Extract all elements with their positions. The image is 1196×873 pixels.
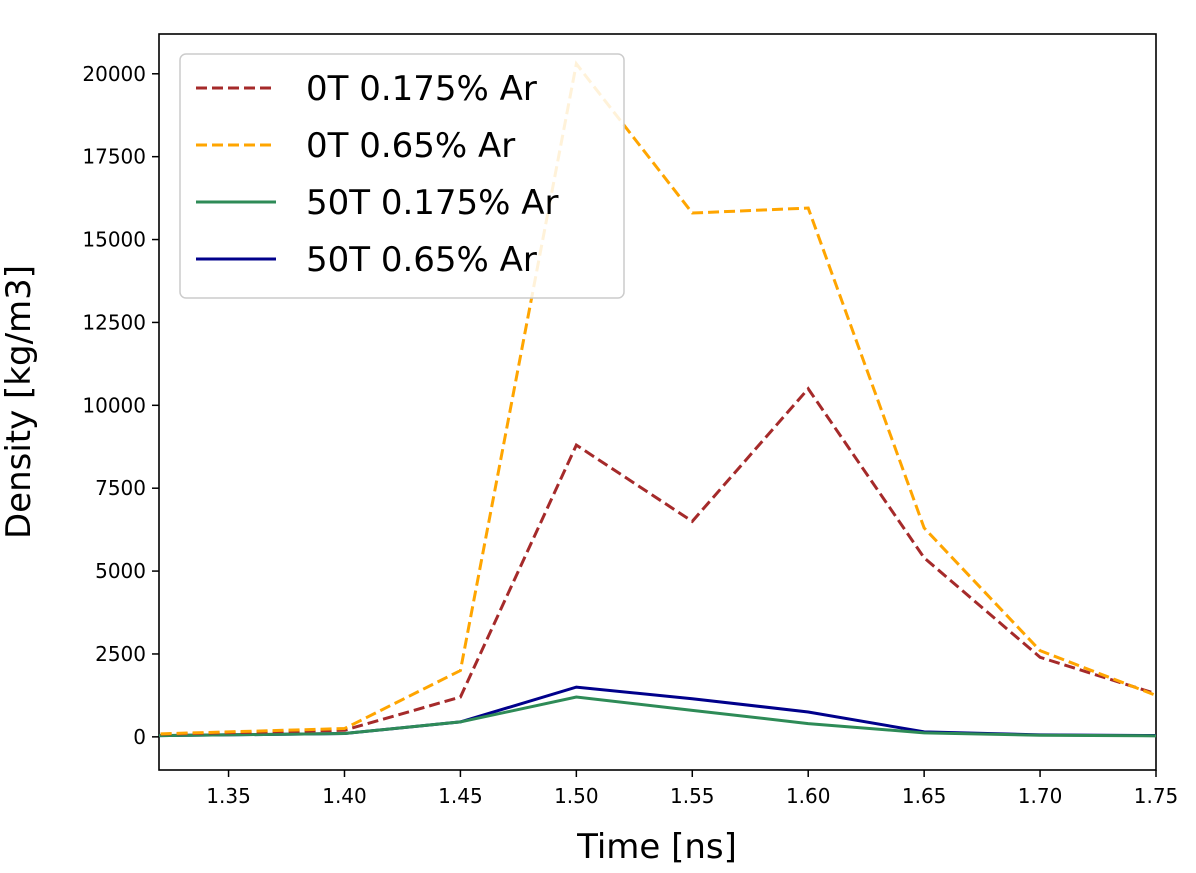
x-tick-label: 1.75: [1134, 784, 1179, 808]
y-tick-label: 5000: [95, 559, 146, 583]
y-tick-label: 17500: [82, 145, 146, 169]
x-tick-label: 1.60: [786, 784, 831, 808]
y-tick-label: 0: [133, 725, 146, 749]
legend-label-50t-0175: 50T 0.175% Ar: [306, 183, 559, 223]
x-tick-label: 1.65: [902, 784, 947, 808]
y-tick-label: 12500: [82, 310, 146, 334]
x-tick-label: 1.45: [438, 784, 483, 808]
y-tick-label: 2500: [95, 642, 146, 666]
y-tick-label: 10000: [82, 393, 146, 417]
legend-label-0t-065: 0T 0.65% Ar: [306, 126, 515, 166]
x-axis-ticks: 1.35 1.40 1.45 1.50 1.55 1.60 1.65 1.70 1.75: [206, 770, 1178, 808]
x-tick-label: 1.35: [206, 784, 251, 808]
y-axis-ticks: 0 2500 5000 7500 10000 12500 15000 17500 20000: [82, 62, 159, 749]
y-axis-label: Density [kg/m3]: [0, 265, 39, 539]
legend-box: [179, 53, 625, 299]
y-tick-label: 15000: [82, 228, 146, 252]
x-tick-label: 1.70: [1018, 784, 1063, 808]
legend-label-50t-065: 50T 0.65% Ar: [306, 240, 537, 280]
x-tick-label: 1.50: [554, 784, 599, 808]
y-tick-label: 7500: [95, 476, 146, 500]
y-tick-label: 20000: [82, 62, 146, 86]
series-line-0t-0-65-ar: [159, 60, 1156, 736]
series-layer: [159, 60, 1156, 738]
series-line-0t-0-175-ar: [159, 386, 1156, 736]
x-tick-label: 1.55: [670, 784, 715, 808]
series-line-50t-0-175-ar: [159, 695, 1156, 738]
x-axis-label: Time [ns]: [576, 827, 737, 867]
x-tick-label: 1.40: [322, 784, 367, 808]
legend-label-0t-0175: 0T 0.175% Ar: [306, 69, 537, 109]
legend: 0T 0.175% Ar 0T 0.65% Ar 50T 0.175% Ar 5…: [179, 53, 625, 299]
